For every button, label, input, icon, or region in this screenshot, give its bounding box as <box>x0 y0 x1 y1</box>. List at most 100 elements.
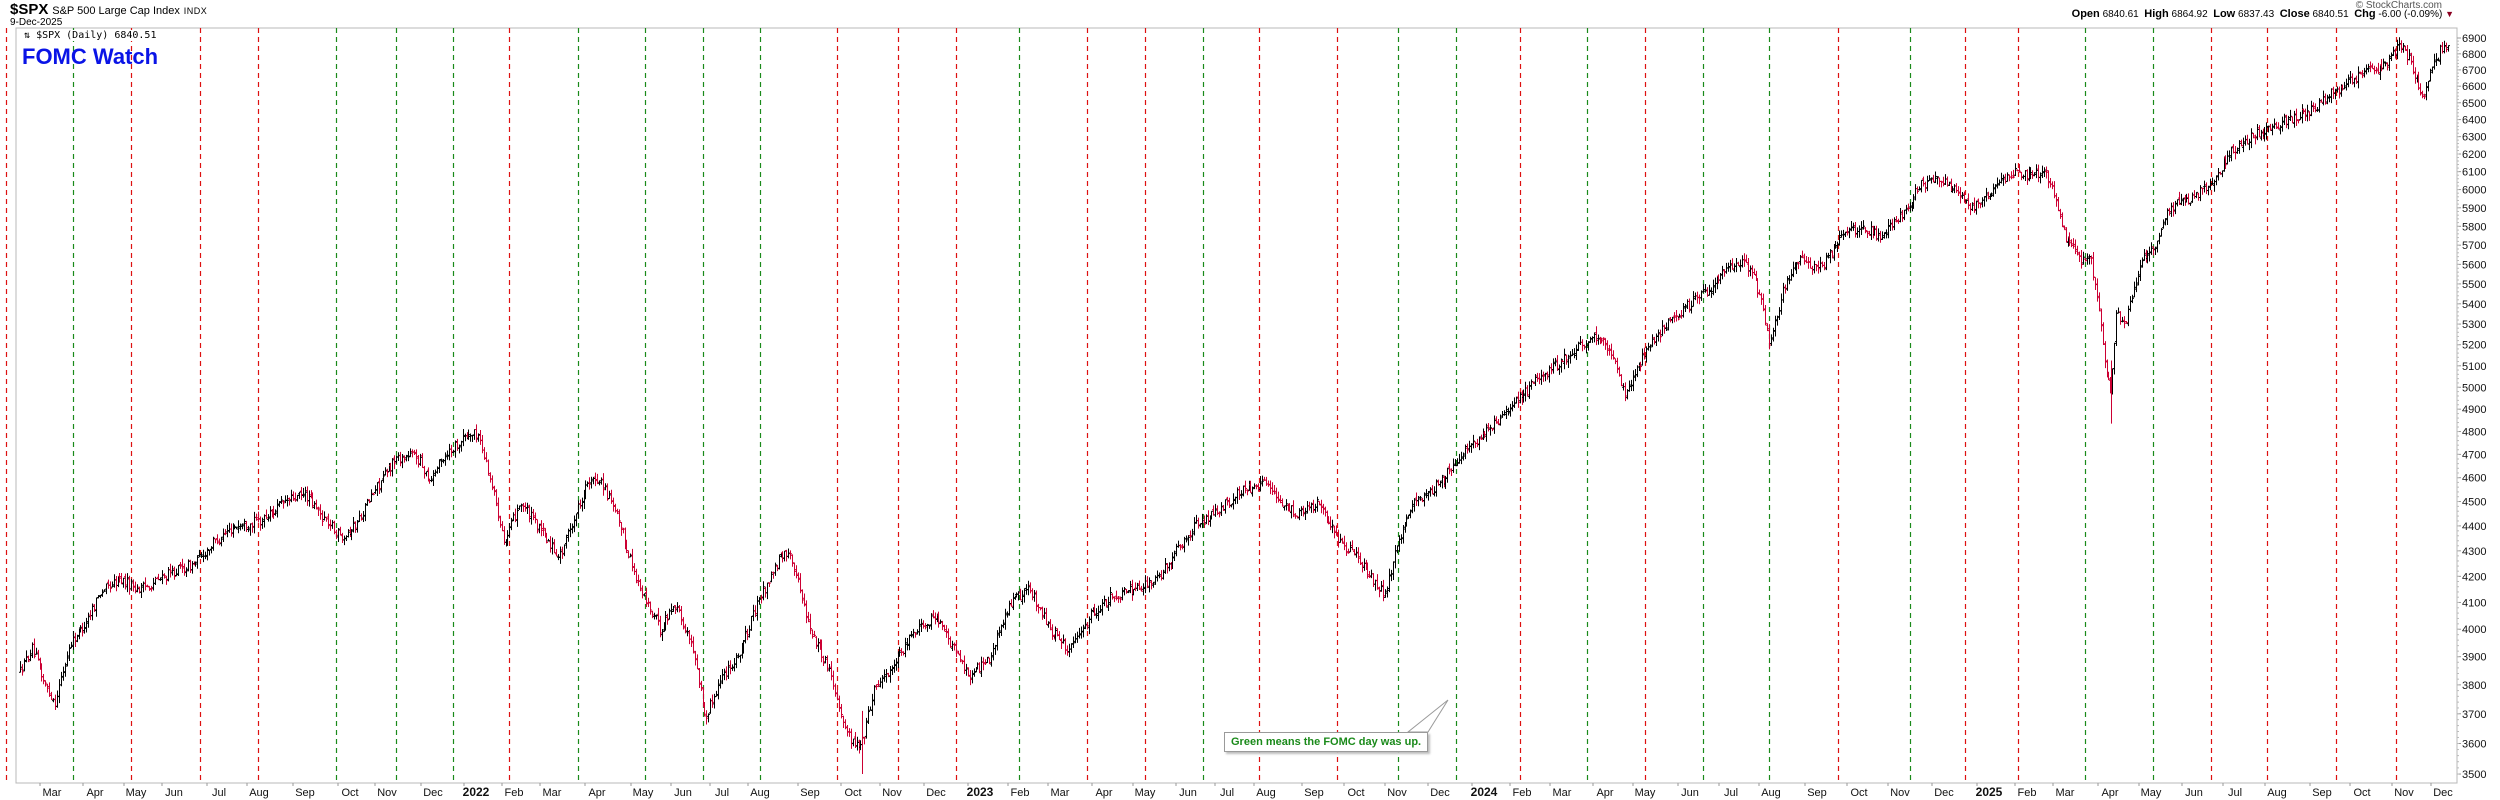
y-tick-label: 5800 <box>2462 221 2486 233</box>
y-tick-label: 6200 <box>2462 149 2486 161</box>
x-tick-label: Jun <box>674 787 692 799</box>
y-tick-label: 5400 <box>2462 299 2486 311</box>
x-tick-label: Jul <box>2228 787 2242 799</box>
x-tick-label: Nov <box>1387 787 1407 799</box>
x-tick-label: Nov <box>377 787 397 799</box>
y-tick-label: 5500 <box>2462 279 2486 291</box>
x-tick-label: Feb <box>1011 787 1030 799</box>
y-tick-label: 4000 <box>2462 624 2486 636</box>
x-tick-label: Jul <box>1724 787 1738 799</box>
x-tick-label: May <box>1135 787 1156 799</box>
annotation-text: Green means the FOMC day was up. <box>1231 736 1422 748</box>
x-tick-label: Jun <box>165 787 183 799</box>
x-tick-label: Oct <box>1347 787 1364 799</box>
chart-overlay-title: FOMC Watch <box>22 44 159 69</box>
x-tick-label: Apr <box>1095 787 1112 799</box>
y-tick-label: 6900 <box>2462 33 2486 45</box>
y-tick-label: 6100 <box>2462 167 2486 179</box>
y-tick-label: 5100 <box>2462 361 2486 373</box>
high-label: High <box>2144 8 2169 20</box>
x-tick-label: Mar <box>2056 787 2075 799</box>
open-label: Open <box>2071 8 2100 20</box>
x-tick-label: Nov <box>882 787 902 799</box>
x-tick-label: Apr <box>588 787 605 799</box>
x-tick-label: Feb <box>2018 787 2037 799</box>
x-tick-label: Jun <box>1179 787 1197 799</box>
x-tick-label: Sep <box>800 787 820 799</box>
y-tick-label: 4400 <box>2462 521 2486 533</box>
x-tick-label: Jun <box>2185 787 2203 799</box>
x-tick-label: Jul <box>1220 787 1234 799</box>
y-tick-label: 5000 <box>2462 382 2486 394</box>
x-tick-label: Dec <box>2433 787 2453 799</box>
low-value: 6837.43 <box>2238 9 2275 20</box>
x-tick-label: 2025 <box>1976 785 2003 799</box>
ohlc-bars <box>19 37 2450 754</box>
bar-chart-icon: ⇅ <box>24 30 31 41</box>
y-tick-label: 6000 <box>2462 185 2486 197</box>
y-tick-label: 6400 <box>2462 115 2486 127</box>
y-tick-label: 3600 <box>2462 738 2486 750</box>
legend-text: $SPX (Daily) 6840.51 <box>36 30 157 41</box>
x-tick-label: Aug <box>1256 787 1276 799</box>
x-tick-label: May <box>126 787 147 799</box>
x-tick-label: Dec <box>926 787 946 799</box>
change-value: -6.00 (-0.09%) <box>2378 9 2443 20</box>
x-tick-label: May <box>1635 787 1656 799</box>
y-tick-label: 3800 <box>2462 680 2486 692</box>
y-tick-label: 4700 <box>2462 449 2486 461</box>
x-tick-label: Mar <box>1553 787 1572 799</box>
x-tick-label: Mar <box>1051 787 1070 799</box>
y-tick-label: 6500 <box>2462 98 2486 110</box>
x-tick-label: Jun <box>1681 787 1699 799</box>
x-tick-label: Aug <box>249 787 269 799</box>
x-tick-label: Mar <box>543 787 562 799</box>
x-tick-label: Apr <box>2101 787 2118 799</box>
y-tick-label: 3500 <box>2462 769 2486 781</box>
high-value: 6864.92 <box>2171 9 2208 20</box>
y-tick-label: 4800 <box>2462 427 2486 439</box>
symbol: $SPX <box>10 1 49 18</box>
x-tick-label: Mar <box>43 787 62 799</box>
x-tick-label: Apr <box>86 787 103 799</box>
x-tick-label: Feb <box>505 787 524 799</box>
x-tick-label: Aug <box>2267 787 2287 799</box>
copyright: © StockCharts.com <box>2355 0 2442 11</box>
x-tick-label: 2024 <box>1471 785 1498 799</box>
down-arrow-icon: ▼ <box>2445 9 2454 19</box>
close-value: 6840.51 <box>2312 9 2349 20</box>
x-tick-label: Dec <box>1934 787 1954 799</box>
ohlc-summary: Open 6840.61 High 6864.92 Low 6837.43 Cl… <box>2072 8 2454 20</box>
chart-date: 9-Dec-2025 <box>10 17 63 28</box>
x-tick-label: Oct <box>2353 787 2370 799</box>
x-tick-label: 2023 <box>967 785 994 799</box>
y-tick-label: 5200 <box>2462 340 2486 352</box>
open-value: 6840.61 <box>2102 9 2139 20</box>
low-label: Low <box>2213 8 2236 20</box>
x-tick-label: Dec <box>1430 787 1450 799</box>
y-tick-label: 5700 <box>2462 240 2486 252</box>
y-tick-label: 6800 <box>2462 49 2486 61</box>
x-tick-label: Aug <box>750 787 770 799</box>
y-tick-label: 5600 <box>2462 259 2486 271</box>
x-tick-label: Oct <box>341 787 358 799</box>
x-tick-label: Oct <box>844 787 861 799</box>
x-tick-label: Sep <box>295 787 315 799</box>
symbol-header: $SPX S&P 500 Large Cap Index INDX <box>10 1 207 18</box>
x-tick-label: 2022 <box>463 785 490 799</box>
x-tick-label: Oct <box>1850 787 1867 799</box>
y-tick-label: 6300 <box>2462 132 2486 144</box>
y-tick-label: 5900 <box>2462 203 2486 215</box>
x-tick-label: Jul <box>715 787 729 799</box>
y-tick-label: 6700 <box>2462 65 2486 77</box>
x-tick-label: Aug <box>1761 787 1781 799</box>
y-tick-label: 4200 <box>2462 571 2486 583</box>
x-tick-label: Dec <box>423 787 443 799</box>
y-tick-label: 4900 <box>2462 404 2486 416</box>
close-label: Close <box>2279 8 2310 20</box>
x-tick-label: Nov <box>1890 787 1910 799</box>
x-tick-label: Sep <box>2312 787 2332 799</box>
symbol-name: S&P 500 Large Cap Index <box>52 5 180 17</box>
annotation-callout: Green means the FOMC day was up. <box>1224 732 1429 752</box>
